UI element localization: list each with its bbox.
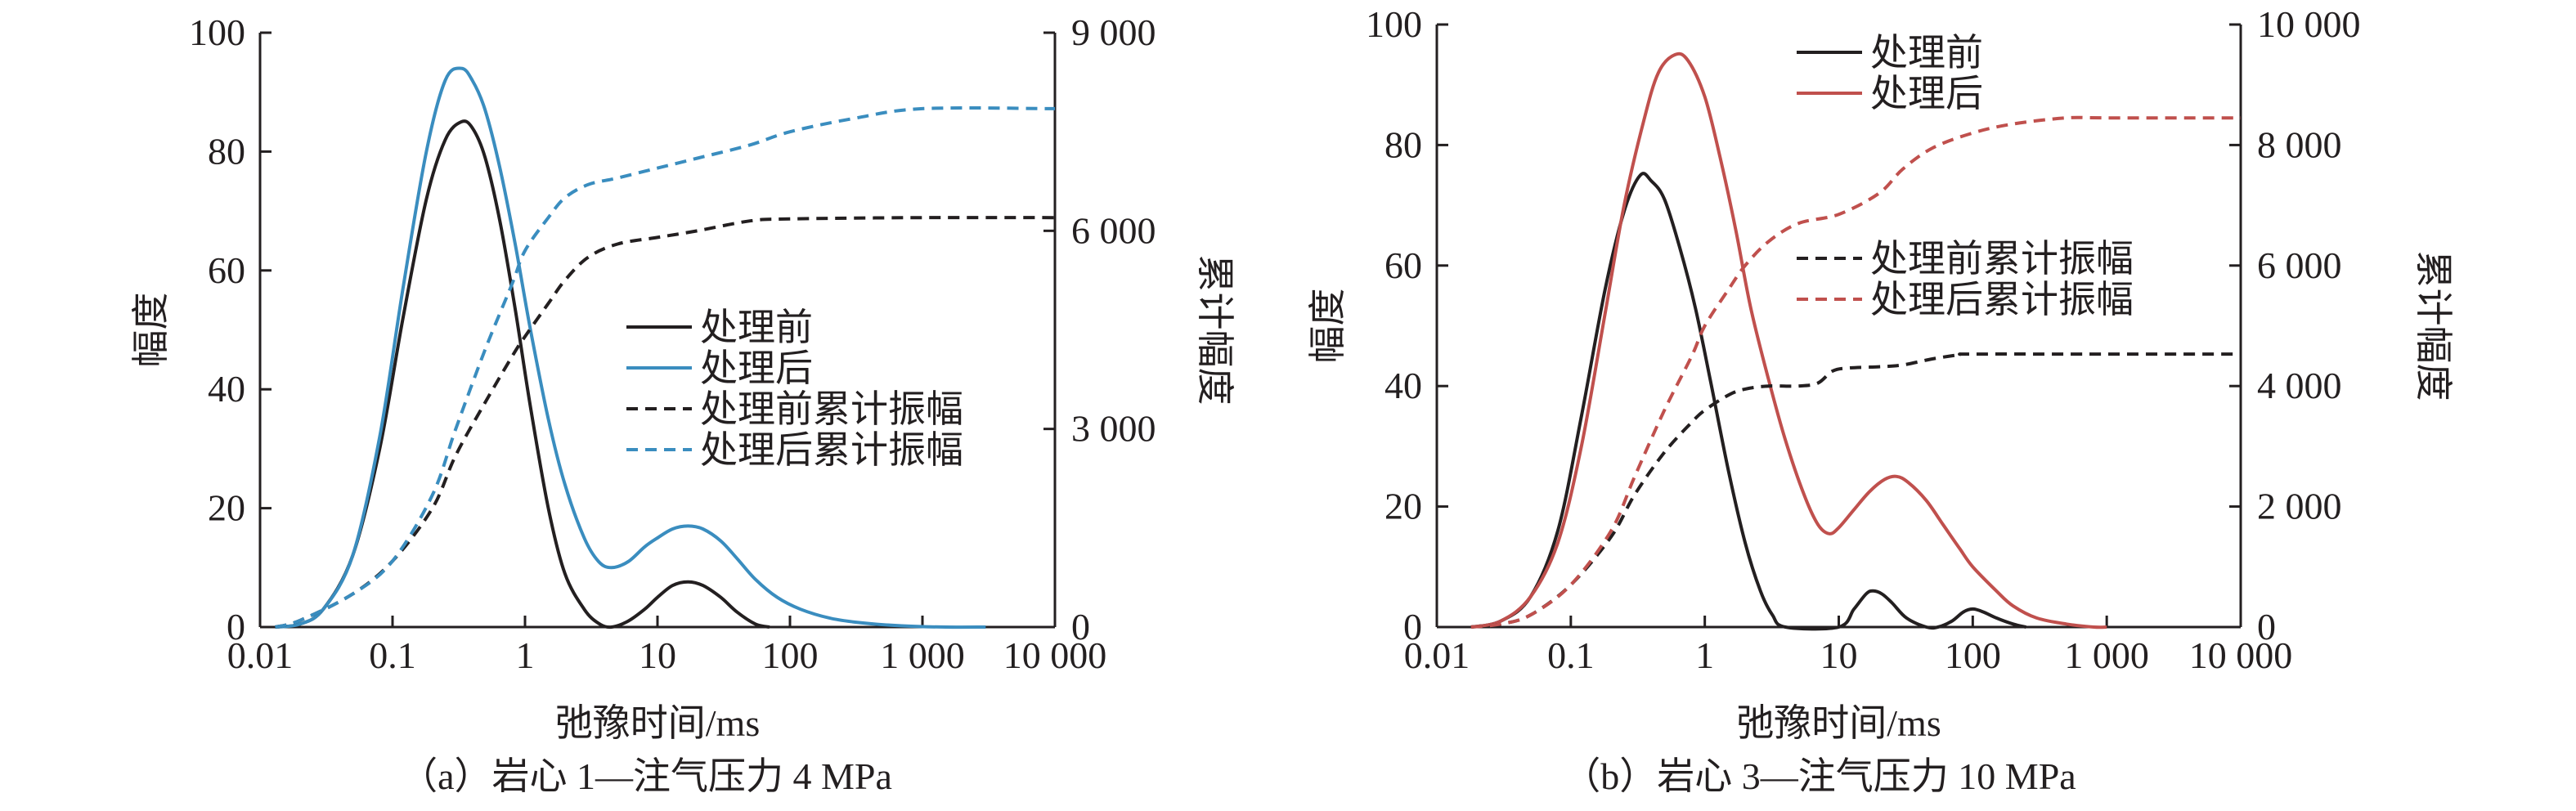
x-tick-label: 0.01 bbox=[1404, 634, 1470, 676]
y-axis-label: 幅度 bbox=[1307, 289, 1349, 364]
x-tick-label: 1 bbox=[1695, 634, 1714, 676]
x-tick-label: 10 000 bbox=[1003, 634, 1107, 676]
series-line-0 bbox=[1470, 172, 2026, 631]
x-axis-label: 弛豫时间/ms bbox=[555, 702, 760, 744]
x-tick-label: 10 000 bbox=[2189, 634, 2293, 676]
y2-tick-label: 6 000 bbox=[2257, 244, 2342, 286]
y-tick-label: 20 bbox=[208, 487, 245, 529]
y-tick-label: 100 bbox=[189, 11, 245, 53]
y-tick-label: 40 bbox=[208, 368, 245, 410]
legend-label: 处理后 bbox=[1870, 73, 1983, 114]
series-line-3 bbox=[1470, 115, 2241, 629]
y2-tick-label: 0 bbox=[1071, 606, 1090, 647]
y2-tick-label: 9 000 bbox=[1071, 11, 1156, 53]
y-axis-label: 幅度 bbox=[130, 293, 172, 368]
y2-tick-label: 2 000 bbox=[2257, 486, 2342, 527]
legend-label: 处理后 bbox=[700, 347, 813, 389]
x-tick-label: 0.1 bbox=[369, 634, 416, 676]
x-tick-label: 1 000 bbox=[2064, 634, 2149, 676]
x-tick-label: 0.01 bbox=[227, 634, 294, 676]
x-tick-label: 10 bbox=[1820, 634, 1858, 676]
legend-label: 处理后累计振幅 bbox=[700, 429, 963, 471]
series-line-3 bbox=[274, 106, 1056, 629]
y-tick-label: 60 bbox=[208, 249, 245, 291]
y-tick-label: 40 bbox=[1384, 365, 1422, 406]
panel-caption: （b）岩心 3—注气压力 10 MPa bbox=[1563, 755, 2076, 797]
y2-tick-label: 0 bbox=[2257, 606, 2276, 647]
series-line-1 bbox=[275, 66, 986, 630]
y2-tick-label: 8 000 bbox=[2257, 123, 2342, 165]
y-tick-label: 0 bbox=[227, 606, 245, 647]
y2-tick-label: 6 000 bbox=[1071, 209, 1156, 251]
y-tick-label: 0 bbox=[1403, 606, 1422, 647]
series-line-1 bbox=[1470, 52, 2107, 630]
series-line-2 bbox=[1470, 352, 2241, 629]
legend-label: 处理前累计振幅 bbox=[1870, 238, 2134, 280]
x-axis-label: 弛豫时间/ms bbox=[1736, 702, 1941, 744]
x-tick-label: 1 000 bbox=[880, 634, 965, 676]
legend-label: 处理后累计振幅 bbox=[1870, 279, 2134, 320]
legend-label: 处理前 bbox=[1870, 32, 1983, 74]
panel-caption: （a）岩心 1—注气压力 4 MPa bbox=[400, 755, 892, 797]
y-tick-label: 60 bbox=[1384, 244, 1422, 286]
y2-tick-label: 4 000 bbox=[2257, 365, 2342, 406]
y2-tick-label: 10 000 bbox=[2257, 3, 2361, 45]
legend-label: 处理前 bbox=[700, 307, 813, 348]
x-tick-label: 10 bbox=[639, 634, 676, 676]
legend-label: 处理前累计振幅 bbox=[700, 388, 963, 430]
y2-axis-label: 累计幅度 bbox=[1194, 255, 1236, 406]
y-tick-label: 80 bbox=[1384, 123, 1422, 165]
y-tick-label: 20 bbox=[1384, 486, 1422, 527]
x-tick-label: 100 bbox=[1945, 634, 2001, 676]
y-tick-label: 80 bbox=[208, 130, 245, 172]
y2-tick-label: 3 000 bbox=[1071, 408, 1156, 450]
y2-axis-label: 累计幅度 bbox=[2412, 251, 2454, 401]
x-tick-label: 1 bbox=[516, 634, 535, 676]
x-tick-label: 0.1 bbox=[1547, 634, 1595, 676]
y-tick-label: 100 bbox=[1366, 3, 1422, 45]
series-line-0 bbox=[275, 119, 770, 630]
x-tick-label: 100 bbox=[762, 634, 819, 676]
